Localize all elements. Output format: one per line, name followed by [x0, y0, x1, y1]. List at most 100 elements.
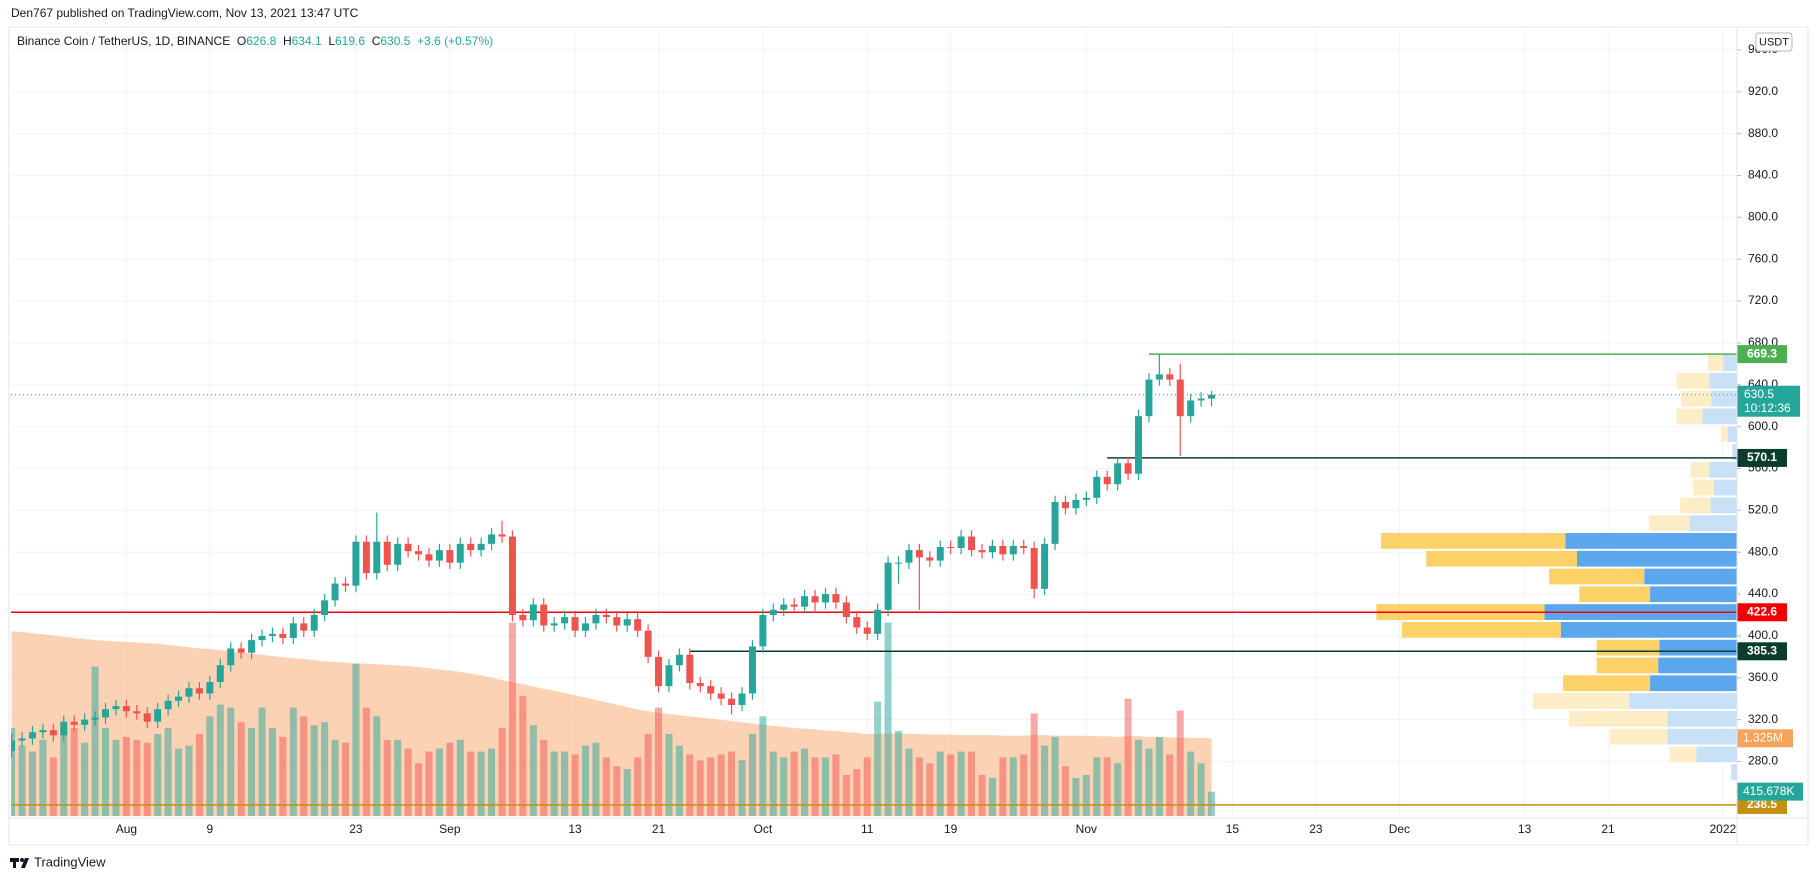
volume-bar: [999, 757, 1007, 816]
candle-body: [185, 688, 193, 697]
candle-body: [268, 633, 276, 636]
profile-down-bar: [1681, 390, 1712, 407]
candle-body: [581, 623, 589, 631]
volume-bar: [18, 745, 26, 816]
volume-bar: [728, 751, 736, 816]
x-tick-label: 21: [652, 822, 666, 836]
profile-up-bar: [1667, 710, 1737, 727]
volume-bar: [143, 742, 151, 816]
candle-body: [759, 614, 767, 647]
candle-body: [498, 534, 506, 537]
volume-ma-label-bg: [1737, 729, 1793, 748]
profile-down-bar: [1680, 497, 1711, 514]
candle-body: [1041, 543, 1049, 589]
volume-bar: [801, 748, 809, 816]
profile-up-bar: [1711, 390, 1737, 407]
candle-body: [999, 545, 1007, 555]
y-tick-label: 440.0: [1748, 586, 1778, 600]
candle-body: [1166, 374, 1174, 380]
volume-bar: [1030, 713, 1038, 816]
legend-close: 630.5: [380, 34, 411, 48]
y-tick-label: 480.0: [1748, 544, 1778, 558]
candle-body: [112, 706, 120, 710]
candle-body: [821, 594, 829, 603]
volume-bar: [39, 739, 47, 816]
candle-body: [175, 696, 183, 701]
candle-body: [905, 550, 913, 563]
volume-bar: [769, 751, 777, 816]
candle-body: [1176, 379, 1184, 417]
candle-body: [696, 683, 704, 687]
candle-body: [571, 617, 579, 631]
candle-body: [936, 546, 944, 561]
legend-title: Binance Coin / TetherUS, 1D, BINANCE: [17, 34, 231, 48]
candle-body: [769, 609, 777, 615]
volume-bar: [1093, 757, 1101, 816]
volume-bar: [216, 704, 224, 816]
profile-down-bar: [1596, 657, 1659, 674]
volume-bar: [70, 728, 78, 816]
candle-body: [1155, 374, 1163, 380]
candle-body: [446, 550, 454, 563]
candle-body: [279, 633, 287, 639]
candle-body: [1020, 545, 1028, 549]
profile-down-bar: [1690, 461, 1710, 478]
candle-body: [853, 617, 861, 628]
profile-up-bar: [1696, 746, 1737, 763]
y-tick-label: 840.0: [1748, 168, 1778, 182]
volume-bar: [1114, 763, 1122, 816]
currency-label: USDT: [1759, 36, 1789, 48]
volume-bar: [11, 728, 16, 816]
x-tick-label: 9: [207, 822, 214, 836]
profile-down-bar: [1676, 372, 1710, 389]
x-tick-label: 13: [568, 822, 582, 836]
plot-area: [11, 353, 1737, 816]
candle-body: [164, 700, 172, 710]
candle-body: [1145, 379, 1153, 417]
volume-bar: [1061, 766, 1069, 816]
profile-down-bar: [1676, 408, 1703, 425]
volume-bar: [675, 745, 683, 816]
brand-name: TradingView: [34, 854, 106, 869]
volume-bar: [821, 757, 829, 816]
x-tick-label: 23: [1309, 822, 1323, 836]
candle-body: [529, 604, 537, 621]
profile-up-bar: [1710, 497, 1737, 514]
candle-body: [634, 619, 642, 631]
profile-up-bar: [1576, 550, 1737, 567]
volume-bar: [206, 716, 214, 816]
volume-bar: [488, 748, 496, 816]
candle-body: [717, 693, 725, 699]
candle-body: [540, 604, 548, 626]
candle-body: [728, 698, 736, 705]
price-label-bg: [1737, 385, 1800, 417]
volume-bar: [122, 736, 130, 816]
profile-down-bar: [1532, 693, 1630, 709]
candle-body: [1114, 463, 1122, 485]
candle-body: [81, 719, 89, 725]
candle-body: [488, 534, 496, 544]
volume-bar: [707, 757, 715, 816]
candle-body: [780, 604, 788, 610]
volume-bar: [936, 751, 944, 816]
profile-down-bar: [1568, 710, 1668, 727]
profile-down-bar: [1381, 533, 1566, 549]
volume-bar: [435, 748, 443, 816]
candle-body: [915, 550, 923, 558]
volume-bar: [185, 745, 193, 816]
candle-body: [477, 543, 485, 551]
candle-body: [404, 543, 412, 552]
candle-body: [1030, 548, 1038, 589]
candle-body: [790, 604, 798, 607]
volume-bar: [383, 739, 391, 816]
x-tick-label: Aug: [116, 822, 137, 836]
volume-bar: [1135, 739, 1143, 816]
x-tick-label: 11: [861, 822, 874, 836]
volume-bar: [467, 751, 475, 816]
volume-bar: [1197, 763, 1205, 816]
candle-body: [686, 654, 694, 684]
candle-body: [248, 640, 256, 653]
volume-bar: [665, 733, 673, 816]
candle-body: [341, 583, 349, 586]
volume-bar: [905, 748, 913, 816]
